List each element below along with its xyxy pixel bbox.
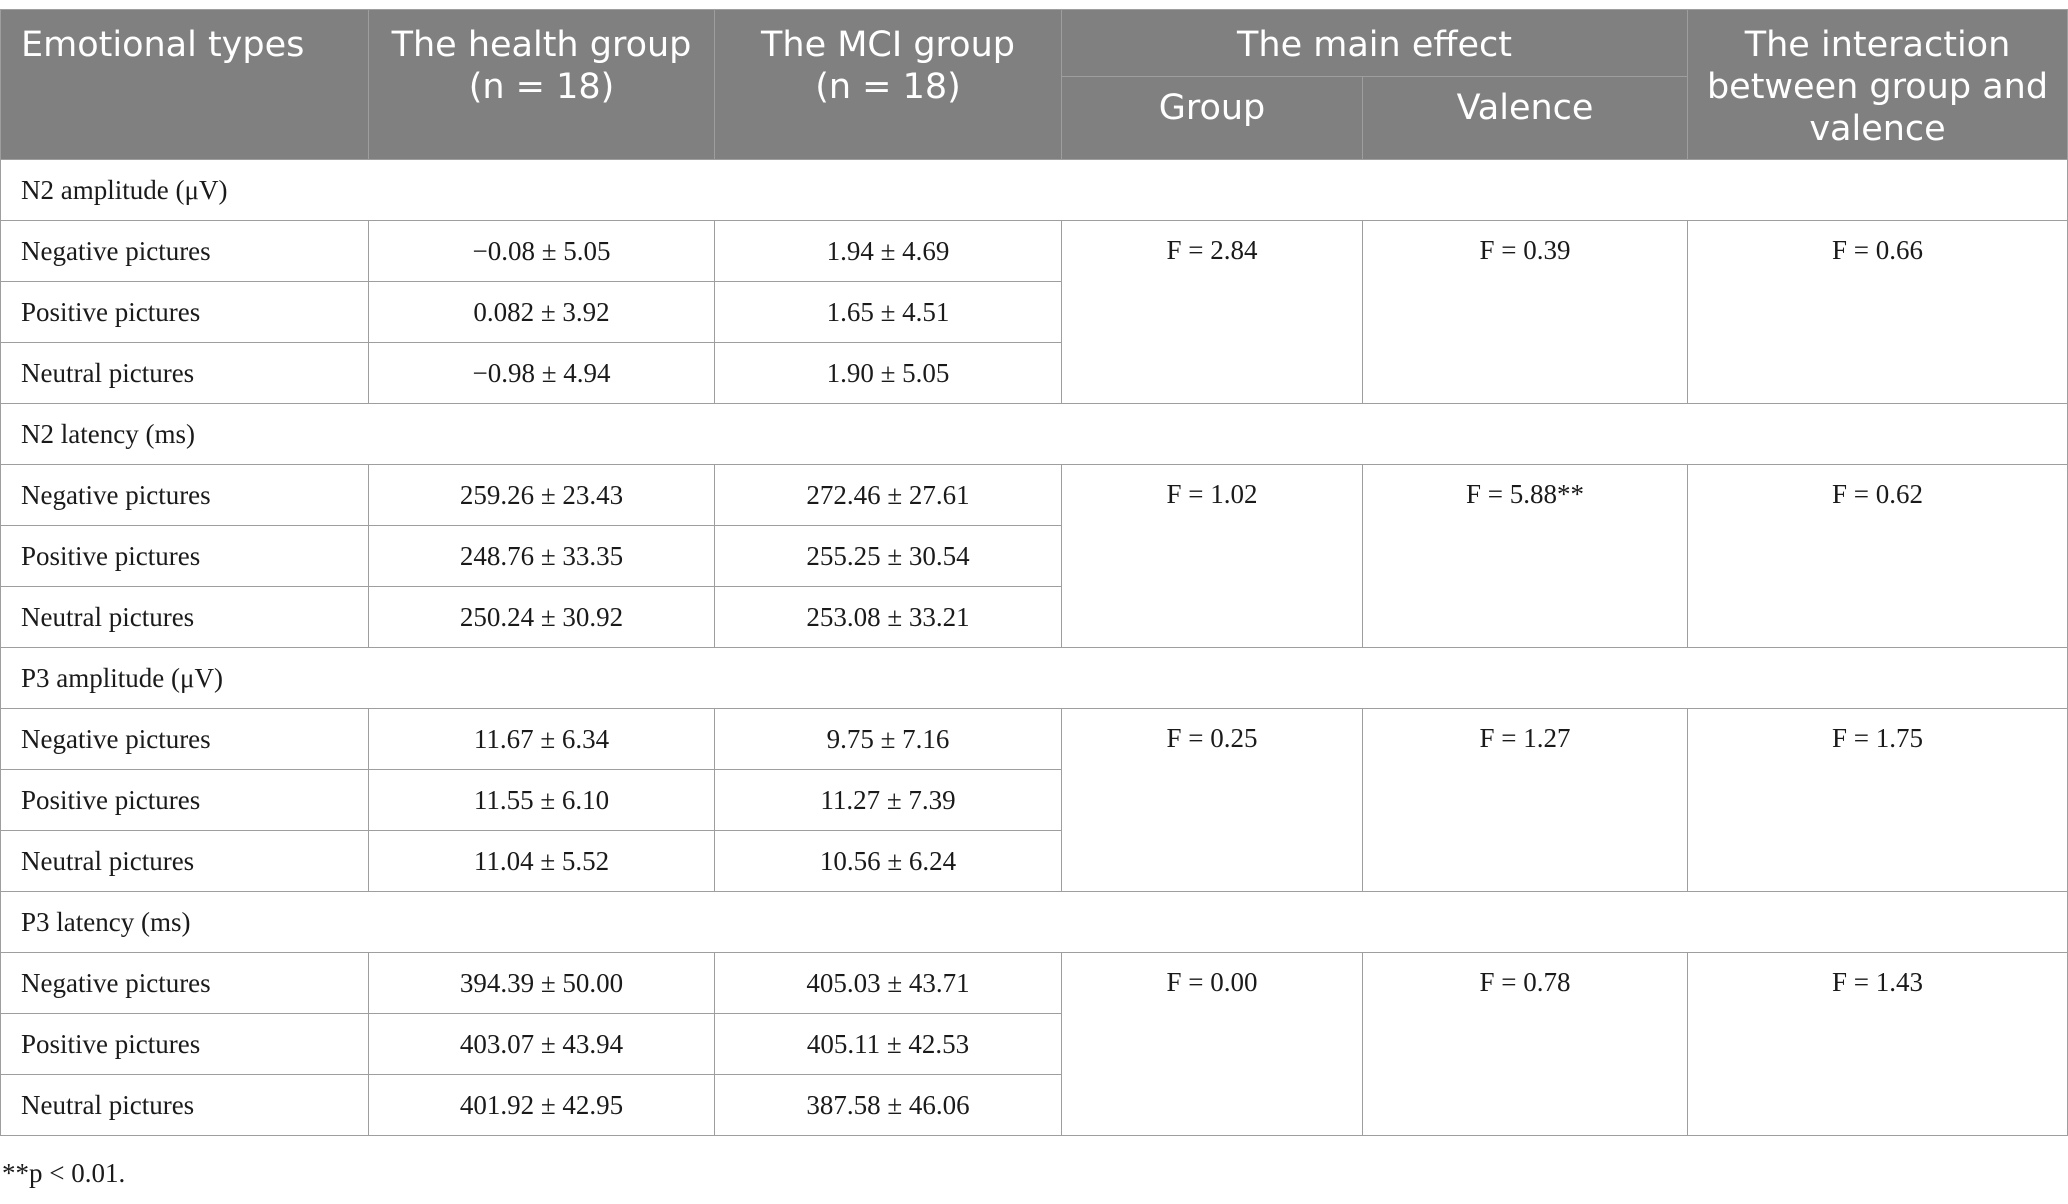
table-row: Neutral pictures 401.92 ± 42.95 387.58 ± 4… xyxy=(0,1074,2068,1136)
mci-group-value: 1.90 ± 5.05 xyxy=(714,342,1062,404)
health-group-value: 401.92 ± 42.95 xyxy=(368,1074,715,1136)
table-row: Negative pictures 259.26 ± 23.43 272.46 ± … xyxy=(0,464,2068,648)
table-row: Neutral pictures 11.04 ± 5.52 10.56 ± 6.24 xyxy=(0,830,2068,892)
interaction-effect-f: F = 0.66 xyxy=(1687,220,2068,404)
health-group-value: 403.07 ± 43.94 xyxy=(368,1013,715,1075)
row-label: Neutral pictures xyxy=(0,586,369,648)
health-group-value: −0.08 ± 5.05 xyxy=(368,220,715,282)
health-group-value: 11.67 ± 6.34 xyxy=(368,708,715,770)
section-row: P3 latency (ms) xyxy=(0,891,2068,953)
mci-group-value: 272.46 ± 27.61 xyxy=(714,464,1062,526)
health-group-value: 394.39 ± 50.00 xyxy=(368,952,715,1014)
header-valence: Valence xyxy=(1361,76,1689,160)
mci-group-value: 10.56 ± 6.24 xyxy=(714,830,1062,892)
section-title: N2 latency (ms) xyxy=(0,403,2068,465)
valence-effect-f: F = 5.88** xyxy=(1361,464,1689,648)
header-mci-group: The MCI group (n = 18) xyxy=(714,9,1062,160)
section-title: N2 amplitude (μV) xyxy=(0,159,2068,221)
mci-group-value: 1.65 ± 4.51 xyxy=(714,281,1062,343)
valence-effect-f: F = 0.39 xyxy=(1361,220,1689,404)
header-group: Group xyxy=(1061,76,1363,160)
mci-group-value: 1.94 ± 4.69 xyxy=(714,220,1062,282)
results-table: Emotional types The health group (n = 18)… xyxy=(0,9,2068,1136)
footnote: **p < 0.01. xyxy=(2,1158,126,1188)
header-emotional-types: Emotional types xyxy=(0,9,369,160)
health-group-value: 250.24 ± 30.92 xyxy=(368,586,715,648)
table-row: Positive pictures 403.07 ± 43.94 405.11 ± … xyxy=(0,1013,2068,1075)
valence-effect-f: F = 0.78 xyxy=(1361,952,1689,1136)
table-row: Negative pictures 11.67 ± 6.34 9.75 ± 7.16… xyxy=(0,708,2068,892)
section-row: P3 amplitude (μV) xyxy=(0,647,2068,709)
row-label: Positive pictures xyxy=(0,1013,369,1075)
mci-group-value: 405.03 ± 43.71 xyxy=(714,952,1062,1014)
table-row: Positive pictures 0.082 ± 3.92 1.65 ± 4.51 xyxy=(0,281,2068,343)
group-effect-f: F = 0.00 xyxy=(1061,952,1363,1136)
health-group-value: 11.55 ± 6.10 xyxy=(368,769,715,831)
health-group-value: 248.76 ± 33.35 xyxy=(368,525,715,587)
row-label: Negative pictures xyxy=(0,708,369,770)
valence-effect-f: F = 1.27 xyxy=(1361,708,1689,892)
header-health-group-n: (n = 18) xyxy=(468,67,615,107)
mci-group-value: 253.08 ± 33.21 xyxy=(714,586,1062,648)
row-label: Positive pictures xyxy=(0,281,369,343)
section-title: P3 amplitude (μV) xyxy=(0,647,2068,709)
health-group-value: 11.04 ± 5.52 xyxy=(368,830,715,892)
table-row: Positive pictures 11.55 ± 6.10 11.27 ± 7.3… xyxy=(0,769,2068,831)
health-group-value: −0.98 ± 4.94 xyxy=(368,342,715,404)
header-interaction: The interaction between group and valenc… xyxy=(1687,9,2068,160)
section-row: N2 amplitude (μV) xyxy=(0,159,2068,221)
header-mci-group-title: The MCI group xyxy=(761,25,1015,65)
group-effect-f: F = 2.84 xyxy=(1061,220,1363,404)
table-row: Negative pictures 394.39 ± 50.00 405.03 ± … xyxy=(0,952,2068,1136)
mci-group-value: 387.58 ± 46.06 xyxy=(714,1074,1062,1136)
header-health-group-title: The health group xyxy=(391,25,692,65)
group-effect-f: F = 0.25 xyxy=(1061,708,1363,892)
table-row: Negative pictures −0.08 ± 5.05 1.94 ± 4.69… xyxy=(0,220,2068,404)
mci-group-value: 9.75 ± 7.16 xyxy=(714,708,1062,770)
table-row: Neutral pictures 250.24 ± 30.92 253.08 ± 3… xyxy=(0,586,2068,648)
row-label: Negative pictures xyxy=(0,220,369,282)
header-main-effect: The main effect xyxy=(1060,9,1689,77)
mci-group-value: 405.11 ± 42.53 xyxy=(714,1013,1062,1075)
mci-group-value: 255.25 ± 30.54 xyxy=(714,525,1062,587)
interaction-effect-f: F = 1.43 xyxy=(1687,952,2068,1136)
row-label: Negative pictures xyxy=(0,464,369,526)
row-label: Positive pictures xyxy=(0,525,369,587)
header-health-group: The health group (n = 18) xyxy=(368,9,715,160)
row-label: Negative pictures xyxy=(0,952,369,1014)
row-label: Neutral pictures xyxy=(0,1074,369,1136)
mci-group-value: 11.27 ± 7.39 xyxy=(714,769,1062,831)
group-effect-f: F = 1.02 xyxy=(1061,464,1363,648)
health-group-value: 0.082 ± 3.92 xyxy=(368,281,715,343)
row-label: Neutral pictures xyxy=(0,830,369,892)
table-body: N2 amplitude (μV) Negative pictures −0.08 … xyxy=(0,159,2068,1136)
row-label: Positive pictures xyxy=(0,769,369,831)
section-row: N2 latency (ms) xyxy=(0,403,2068,465)
section-title: P3 latency (ms) xyxy=(0,891,2068,953)
table-header: Emotional types The health group (n = 18)… xyxy=(0,9,2068,160)
row-label: Neutral pictures xyxy=(0,342,369,404)
health-group-value: 259.26 ± 23.43 xyxy=(368,464,715,526)
interaction-effect-f: F = 1.75 xyxy=(1687,708,2068,892)
header-mci-group-n: (n = 18) xyxy=(815,67,961,107)
interaction-effect-f: F = 0.62 xyxy=(1687,464,2068,648)
